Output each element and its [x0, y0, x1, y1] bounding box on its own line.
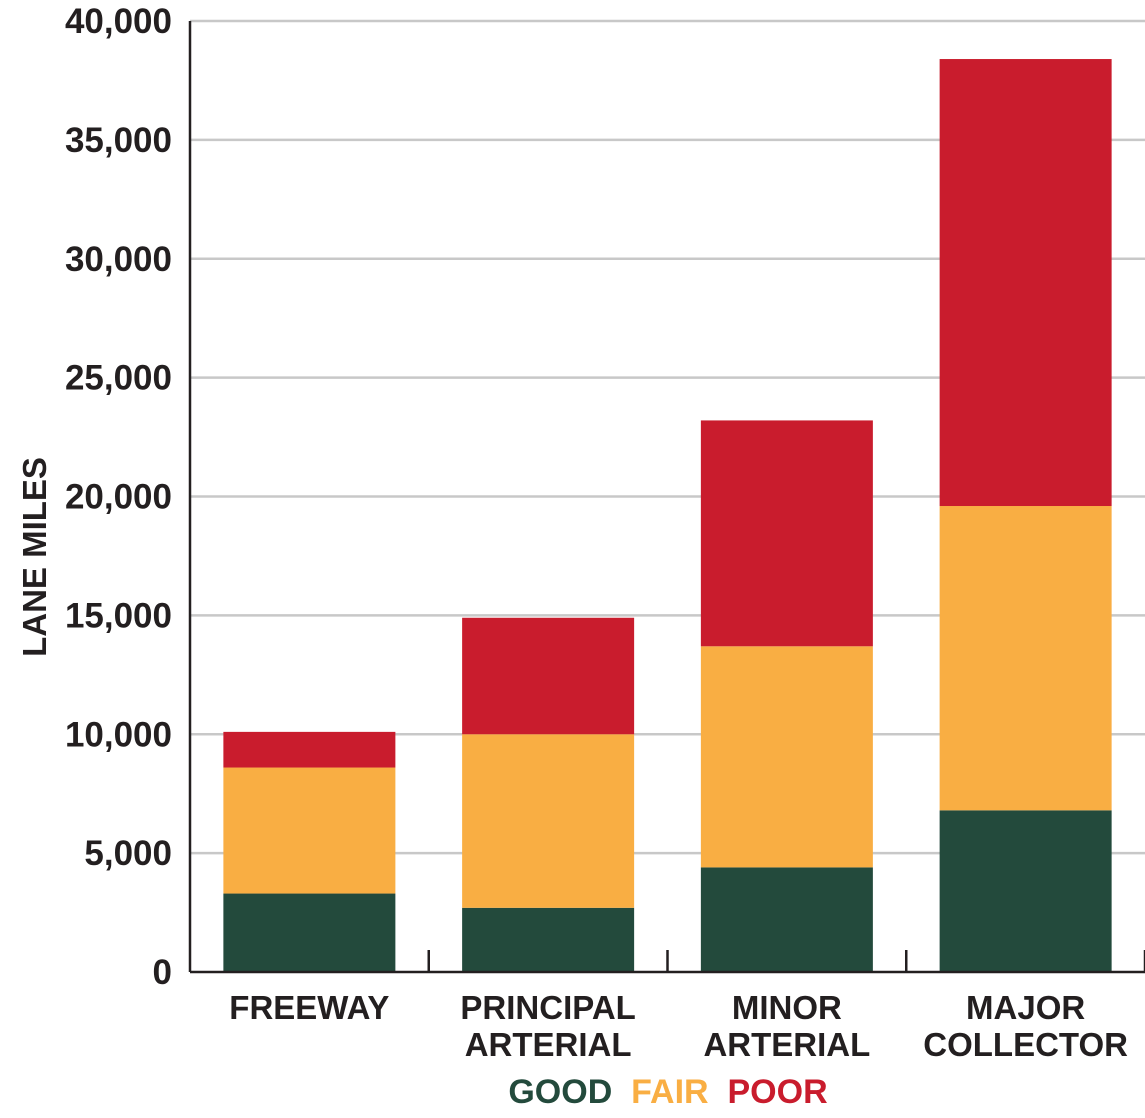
bar-segment-good — [939, 810, 1112, 972]
bar-segment-fair — [223, 767, 396, 894]
x-category-label: MINOR — [732, 989, 842, 1026]
y-tick-label: 10,000 — [65, 715, 172, 754]
y-tick-label: 20,000 — [65, 478, 172, 517]
bar-segment-poor — [462, 617, 635, 735]
bar-segment-good — [700, 867, 873, 972]
y-tick-label: 25,000 — [65, 359, 172, 398]
y-tick-label: 40,000 — [65, 2, 172, 41]
x-category-label: MAJOR — [966, 989, 1085, 1026]
bar-segment-good — [223, 893, 396, 972]
bar-segment-fair — [939, 506, 1112, 811]
legend-entry-poor: POOR — [709, 1073, 828, 1111]
legend-entry-fair: FAIR — [612, 1073, 708, 1111]
x-category-label: FREEWAY — [229, 989, 389, 1026]
x-category-label: COLLECTOR — [923, 1026, 1128, 1063]
y-tick-label: 5,000 — [84, 834, 172, 873]
bar-segment-poor — [700, 420, 873, 647]
y-axis-title: LANE MILES — [16, 457, 53, 657]
bar-segment-fair — [700, 646, 873, 868]
y-tick-label: 15,000 — [65, 596, 172, 635]
bars — [223, 59, 1112, 972]
y-tick-label: 30,000 — [65, 240, 172, 279]
bar-segment-fair — [462, 734, 635, 908]
bar-segment-poor — [939, 59, 1112, 507]
x-category-label: ARTERIAL — [703, 1026, 870, 1063]
y-tick-labels: 0 5,000 10,000 15,000 20,000 25,000 30,000 35,0… — [65, 2, 172, 992]
y-tick-label: 35,000 — [65, 121, 172, 160]
x-category-label: PRINCIPAL — [460, 989, 635, 1026]
x-category-label: ARTERIAL — [465, 1026, 632, 1063]
y-tick-label: 0 — [153, 953, 172, 992]
x-category-labels: FREEWAY PRINCIPALARTERIALMINORARTERIALMAJ… — [229, 989, 1128, 1063]
legend-entry-good: GOOD — [508, 1073, 612, 1111]
legend: GOOD FAIR POOR — [508, 1073, 827, 1111]
bar-segment-good — [462, 907, 635, 972]
axes — [188, 21, 1145, 974]
bar-segment-poor — [223, 731, 396, 768]
